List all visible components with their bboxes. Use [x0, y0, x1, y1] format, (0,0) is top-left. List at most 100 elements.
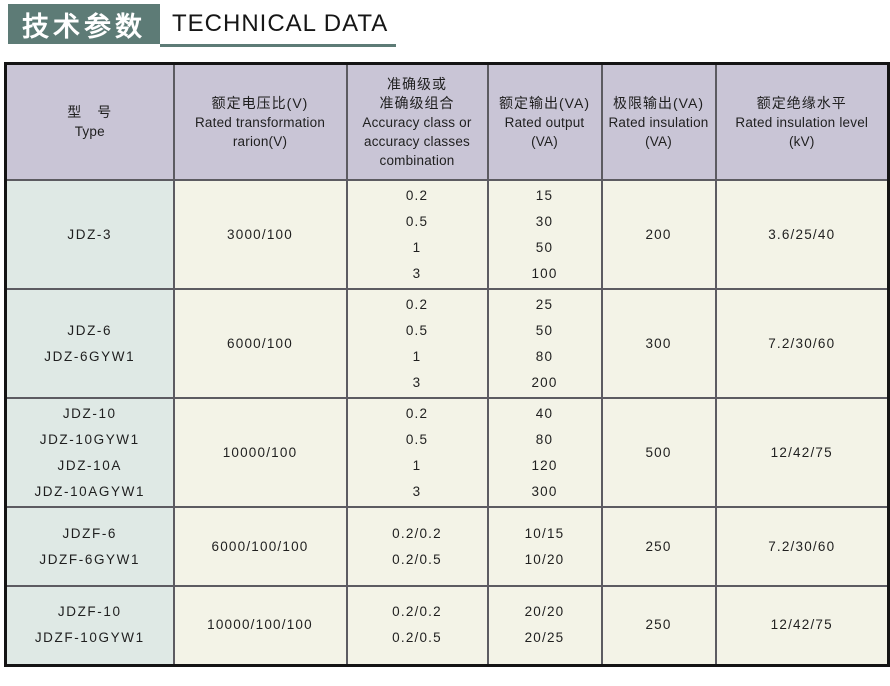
page-header: 技术参数 TECHNICAL DATA [8, 4, 890, 47]
cell-value-line: 0.2/0.2 [392, 525, 442, 541]
rated-output-cell: 10/15 10/20 [486, 506, 603, 587]
cell-value-line: 12/42/75 [770, 444, 833, 460]
cell-value-line: 10/15 [524, 525, 565, 541]
voltage-ratio-cell: 10000/100 [172, 397, 348, 508]
cell-value-line: JDZ-6GYW1 [44, 348, 136, 364]
header-en-line: Rated output [504, 114, 585, 130]
cell-value-line: 0.2/0.2 [392, 604, 442, 620]
type-cell: JDZ-6 JDZ-6GYW1 [4, 288, 175, 399]
cell-value-line: 80 [535, 431, 554, 447]
accuracy-class-cell: 0.2 0.5 1 3 [345, 179, 489, 290]
rated-output-cell: 25 50 80 200 [486, 288, 603, 399]
cell-value-line: 10000/100/100 [207, 617, 313, 633]
rated-output-cell: 15 30 50 100 [486, 179, 603, 290]
cell-value-line: 0.5 [405, 213, 429, 229]
cell-value-line: 20/20 [524, 604, 565, 620]
cell-value-line: 6000/100/100 [211, 538, 309, 554]
cell-value-line: 0.2 [405, 296, 429, 312]
cell-value-line: 20/25 [524, 630, 565, 646]
header-cn-line: 准确级组合 [379, 94, 455, 111]
insulation-level-cell: 7.2/30/60 [714, 506, 890, 587]
technical-data-table: 型 号 Type 额定电压比(V) Rated transformation rario… [4, 62, 890, 667]
accuracy-class-cell: 0.2/0.2 0.2/0.5 [345, 506, 489, 587]
cell-value-line: 120 [531, 457, 558, 473]
column-header-limit-output: 极限输出(VA) Rated insulation (VA) [600, 62, 717, 181]
accuracy-class-cell: 0.2/0.2 0.2/0.5 [345, 585, 489, 666]
cell-value-line: 250 [645, 538, 672, 554]
cell-value-line: JDZ-10A [57, 457, 122, 473]
cell-value-line: 7.2/30/60 [768, 335, 836, 351]
cell-value-line: 3000/100 [227, 226, 293, 242]
header-en-line: rarion(V) [232, 133, 288, 149]
insulation-level-cell: 7.2/30/60 [714, 288, 890, 399]
table-row: JDZF-6 JDZF-6GYW1 6000/100/100 0.2/0.2 0.2/0… [4, 506, 890, 587]
column-header-accuracy-class: 准确级或 准确级组合 Accuracy class or accuracy class… [345, 62, 489, 181]
header-en-line: (kV) [788, 133, 815, 149]
column-header-voltage-ratio: 额定电压比(V) Rated transformation rarion(V) [172, 62, 348, 181]
cell-value-line: 300 [531, 483, 558, 499]
accuracy-class-cell: 0.2 0.5 1 3 [345, 397, 489, 508]
header-en-line: Rated insulation level [735, 114, 869, 130]
cell-value-line: 6000/100 [227, 335, 293, 351]
type-cell: JDZF-10 JDZF-10GYW1 [4, 585, 175, 666]
voltage-ratio-cell: 3000/100 [172, 179, 348, 290]
limit-output-cell: 300 [600, 288, 717, 399]
header-en-line: (VA) [531, 133, 558, 149]
cell-value-line: 1 [412, 239, 422, 255]
cell-value-line: 40 [535, 405, 554, 421]
column-header-type: 型 号 Type [4, 62, 175, 181]
insulation-level-cell: 3.6/25/40 [714, 179, 890, 290]
cell-value-line: 0.2/0.5 [392, 630, 442, 646]
header-cn-line: 极限输出(VA) [613, 94, 704, 111]
cell-value-line: 300 [645, 335, 672, 351]
cell-value-line: 10000/100 [222, 444, 298, 460]
cell-value-line: JDZF-6GYW1 [39, 551, 141, 567]
cell-value-line: 0.5 [405, 322, 429, 338]
cell-value-line: 500 [645, 444, 672, 460]
cell-value-line: JDZF-6 [62, 525, 118, 541]
cell-value-line: 50 [535, 239, 554, 255]
header-cn-line: 额定输出(VA) [499, 94, 590, 111]
accuracy-class-cell: 0.2 0.5 1 3 [345, 288, 489, 399]
cell-value-line: 1 [412, 457, 422, 473]
cell-value-line: JDZ-10AGYW1 [34, 483, 146, 499]
header-cn-line: 型 号 [67, 104, 113, 120]
type-cell: JDZF-6 JDZF-6GYW1 [4, 506, 175, 587]
rated-output-cell: 40 80 120 300 [486, 397, 603, 508]
page-title-chinese: 技术参数 [8, 4, 160, 44]
table-row: JDZ-6 JDZ-6GYW1 6000/100 0.2 0.5 1 3 25 50 80 200 3… [4, 288, 890, 399]
cell-value-line: 50 [535, 322, 554, 338]
column-header-rated-output: 额定输出(VA) Rated output (VA) [486, 62, 603, 181]
cell-value-line: 25 [535, 296, 554, 312]
header-en-line: combination [379, 152, 455, 168]
cell-value-line: 0.5 [405, 431, 429, 447]
cell-value-line: 15 [535, 187, 554, 203]
table-header-row: 型 号 Type 额定电压比(V) Rated transformation rario… [4, 62, 890, 181]
voltage-ratio-cell: 6000/100/100 [172, 506, 348, 587]
cell-value-line: 7.2/30/60 [768, 538, 836, 554]
insulation-level-cell: 12/42/75 [714, 397, 890, 508]
cell-value-line: 3 [412, 374, 422, 390]
cell-value-line: JDZF-10 [57, 604, 122, 620]
insulation-level-cell: 12/42/75 [714, 585, 890, 666]
header-en-line: Type [74, 124, 105, 139]
cell-value-line: 0.2 [405, 405, 429, 421]
cell-value-line: 80 [535, 348, 554, 364]
limit-output-cell: 200 [600, 179, 717, 290]
cell-value-line: JDZ-3 [67, 226, 113, 242]
limit-output-cell: 250 [600, 506, 717, 587]
cell-value-line: 0.2 [405, 187, 429, 203]
cell-value-line: 200 [531, 374, 558, 390]
cell-value-line: 250 [645, 617, 672, 633]
cell-value-line: 0.2/0.5 [392, 551, 442, 567]
cell-value-line: JDZF-10GYW1 [34, 630, 145, 646]
table-row: JDZF-10 JDZF-10GYW1 10000/100/100 0.2/0.2 0.… [4, 585, 890, 666]
header-cn-line: 额定绝缘水平 [756, 94, 847, 111]
cell-value-line: JDZ-6 [67, 322, 113, 338]
cell-value-line: JDZ-10GYW1 [39, 431, 140, 447]
cell-value-line: 1 [412, 348, 422, 364]
header-en-line: Accuracy class or [362, 114, 472, 130]
rated-output-cell: 20/20 20/25 [486, 585, 603, 666]
type-cell: JDZ-3 [4, 179, 175, 290]
header-cn-line: 准确级或 [387, 75, 447, 92]
